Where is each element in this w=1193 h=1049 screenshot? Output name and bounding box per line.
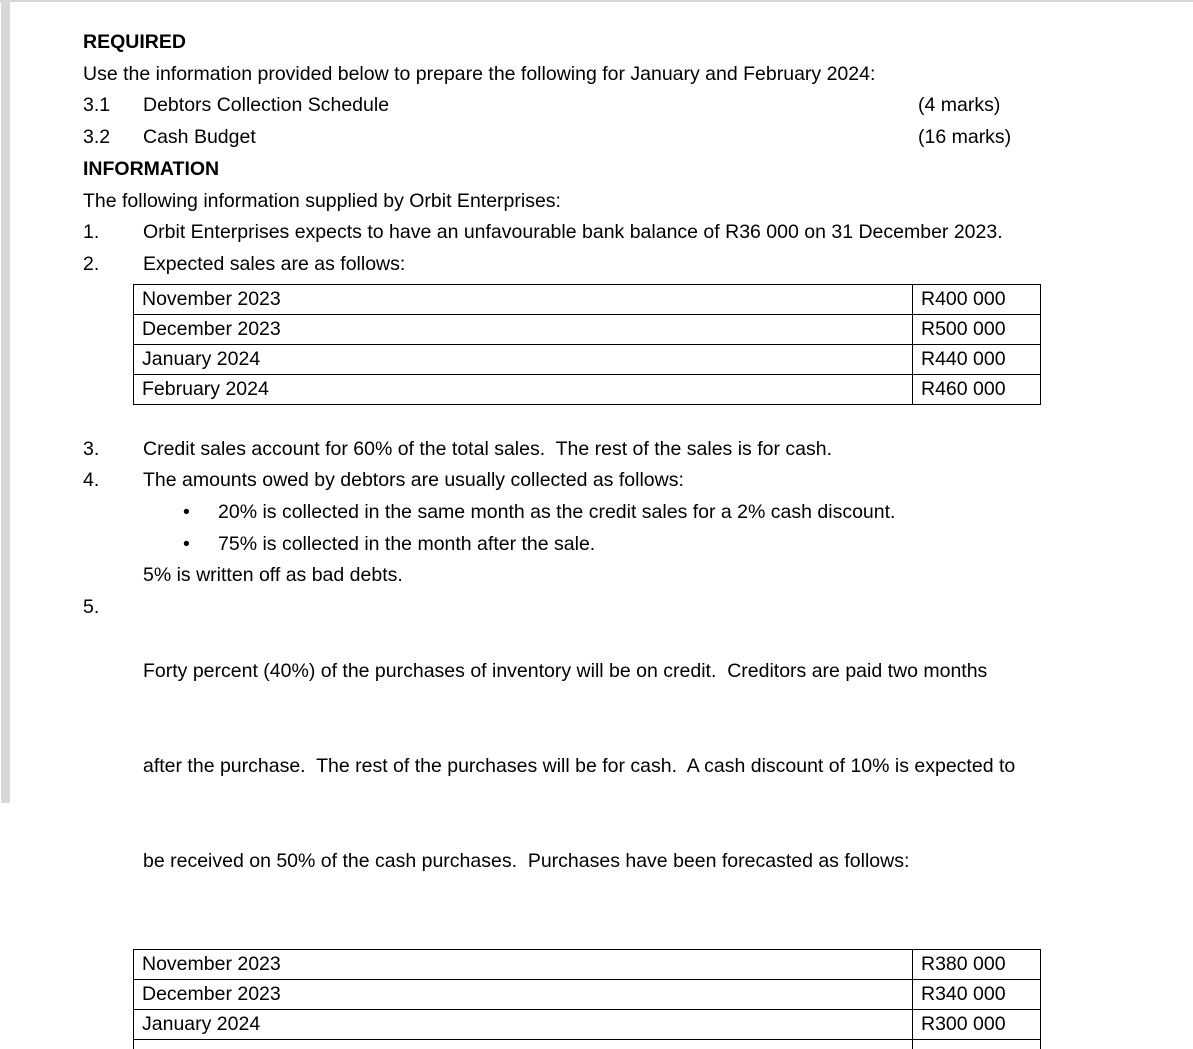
information-heading: INFORMATION bbox=[83, 157, 220, 180]
task-number: 3.2 bbox=[83, 126, 111, 149]
task-marks: (16 marks) bbox=[918, 126, 1012, 149]
task-label: Cash Budget bbox=[143, 126, 256, 149]
list-number: 2. bbox=[83, 252, 100, 275]
bullet-text: 75% is collected in the month after the … bbox=[218, 532, 596, 555]
required-heading: REQUIRED bbox=[83, 31, 186, 53]
information-items-continued: 3. Credit sales account for 60% of the t… bbox=[83, 434, 1045, 941]
list-text: The amounts owed by debtors are usually … bbox=[143, 469, 684, 492]
table-row-cut-off bbox=[133, 1038, 1041, 1049]
list-text-line: Forty percent (40%) of the purchases of … bbox=[143, 659, 988, 682]
month-cell: December 2023 bbox=[133, 313, 913, 345]
month-cell: November 2023 bbox=[133, 948, 913, 980]
bullet-icon: • bbox=[183, 501, 190, 524]
month-cell: February 2024 bbox=[133, 373, 913, 405]
task-row-3-1: 3.1 Debtors Collection Schedule (4 marks… bbox=[83, 90, 1045, 122]
task-marks: (4 marks) bbox=[918, 94, 1001, 117]
list-number: 4. bbox=[83, 469, 100, 492]
intro-paragraph: Use the information provided below to pr… bbox=[83, 62, 876, 85]
task-number: 3.1 bbox=[83, 94, 111, 117]
viewer-top-edge bbox=[0, 0, 1193, 2]
table-row: February 2024 R460 000 bbox=[133, 373, 1041, 405]
list-item-2: 2. Expected sales are as follows: bbox=[83, 249, 1045, 281]
amount-cell: R460 000 bbox=[912, 373, 1041, 405]
month-cell: January 2024 bbox=[133, 343, 913, 375]
bad-debts-note: 5% is written off as bad debts. bbox=[143, 564, 403, 587]
list-text-line: be received on 50% of the cash purchases… bbox=[143, 849, 910, 872]
table-row: November 2023 R380 000 bbox=[133, 948, 1041, 980]
table-row: December 2023 R500 000 bbox=[133, 313, 1041, 345]
bullet-icon: • bbox=[183, 532, 190, 555]
list-item-4: 4. The amounts owed by debtors are usual… bbox=[83, 465, 1045, 497]
amount-cell: R340 000 bbox=[912, 978, 1041, 1010]
document-page: REQUIRED Use the information provided be… bbox=[83, 0, 1045, 1049]
list-text: Orbit Enterprises expects to have an unf… bbox=[143, 221, 1003, 244]
list-text: Forty percent (40%) of the purchases of … bbox=[143, 592, 1045, 941]
list-text: Credit sales account for 60% of the tota… bbox=[143, 437, 832, 460]
list-item-5: 5. Forty percent (40%) of the purchases … bbox=[83, 592, 1045, 941]
amount-cell bbox=[912, 1038, 1041, 1049]
list-item-1: 1. Orbit Enterprises expects to have an … bbox=[83, 217, 1045, 249]
bullet-item: • 20% is collected in the same month as … bbox=[183, 497, 1045, 529]
task-row-3-2: 3.2 Cash Budget (16 marks) bbox=[83, 122, 1045, 154]
purchases-table: November 2023 R380 000 December 2023 R34… bbox=[133, 948, 1041, 1049]
amount-cell: R400 000 bbox=[912, 283, 1041, 315]
bullet-item: • 75% is collected in the month after th… bbox=[183, 529, 1045, 561]
amount-cell: R380 000 bbox=[912, 948, 1041, 980]
month-cell: November 2023 bbox=[133, 283, 913, 315]
list-number: 3. bbox=[83, 437, 100, 460]
collection-bullets: • 20% is collected in the same month as … bbox=[83, 497, 1045, 560]
viewer-left-edge bbox=[1, 0, 10, 803]
table-row: January 2024 R440 000 bbox=[133, 343, 1041, 375]
information-intro: The following information supplied by Or… bbox=[83, 189, 561, 212]
task-label: Debtors Collection Schedule bbox=[143, 94, 390, 117]
table-row: January 2024 R300 000 bbox=[133, 1008, 1041, 1040]
month-cell bbox=[133, 1038, 913, 1049]
month-cell: December 2023 bbox=[133, 978, 913, 1010]
amount-cell: R440 000 bbox=[912, 343, 1041, 375]
list-text-line: after the purchase. The rest of the purc… bbox=[143, 754, 1016, 777]
month-cell: January 2024 bbox=[133, 1008, 913, 1040]
list-item-3: 3. Credit sales account for 60% of the t… bbox=[83, 434, 1045, 466]
sales-table: November 2023 R400 000 December 2023 R50… bbox=[133, 283, 1041, 405]
amount-cell: R500 000 bbox=[912, 313, 1041, 345]
amount-cell: R300 000 bbox=[912, 1008, 1041, 1040]
list-text: Expected sales are as follows: bbox=[143, 252, 406, 275]
bullet-text: 20% is collected in the same month as th… bbox=[218, 501, 896, 524]
list-number: 5. bbox=[83, 596, 100, 619]
table-row: December 2023 R340 000 bbox=[133, 978, 1041, 1010]
table-row: November 2023 R400 000 bbox=[133, 283, 1041, 315]
list-number: 1. bbox=[83, 221, 100, 244]
